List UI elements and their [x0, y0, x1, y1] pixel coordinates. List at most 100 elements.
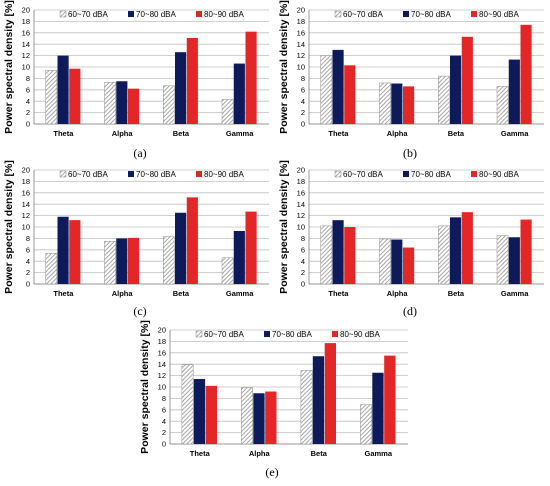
- legend-label: 80~90 dBA: [340, 330, 380, 339]
- y-tick-label: 2: [301, 108, 305, 117]
- category-label: Beta: [448, 289, 465, 298]
- chart-panel-d: 0 2 4 6 8 10 12 14 16 18 20 Power spectral density …: [275, 160, 550, 300]
- legend-swatch: [332, 331, 338, 337]
- y-axis-label: Power spectral density [%]: [139, 320, 151, 454]
- y-tick-label: 18: [297, 17, 305, 26]
- chart-panel-c: 0 2 4 6 8 10 12 14 16 18 20 Power spectral density …: [0, 160, 275, 300]
- bar-gamma-series2: [372, 372, 384, 444]
- legend-swatch: [195, 330, 203, 338]
- bar-theta-series3: [69, 68, 81, 124]
- bar-gamma-series1: [221, 257, 234, 285]
- y-tick-label: 16: [297, 188, 305, 197]
- category-label: Alpha: [387, 129, 409, 138]
- bar-theta-series2: [57, 55, 69, 124]
- category-label: Theta: [53, 129, 74, 138]
- y-tick-label: 6: [301, 245, 305, 254]
- category-label: Alpha: [112, 129, 134, 138]
- y-tick-label: 14: [22, 40, 30, 49]
- legend-swatch: [128, 171, 134, 177]
- bar-beta-series3: [461, 212, 473, 284]
- legend-swatch: [403, 171, 409, 177]
- category-label: Gamma: [501, 129, 529, 138]
- legend-label: 80~90 dBA: [204, 10, 244, 19]
- bar-alpha-series3: [265, 391, 277, 444]
- bar-beta-series3: [324, 343, 336, 444]
- bar-gamma-series3: [245, 31, 257, 124]
- legend-label: 60~70 dBA: [68, 170, 108, 179]
- bar-beta-series2: [450, 55, 462, 124]
- legend-label: 60~70 dBA: [68, 10, 108, 19]
- y-tick-label: 14: [22, 200, 30, 209]
- y-tick-label: 2: [162, 428, 166, 437]
- y-tick-label: 14: [158, 360, 166, 369]
- bar-gamma-series1: [496, 86, 509, 125]
- bar-theta-series2: [332, 220, 344, 284]
- bar-gamma-series2: [233, 63, 245, 124]
- chart-d-svg: 0 2 4 6 8 10 12 14 16 18 20 Power spectral density …: [278, 160, 544, 298]
- legend-swatch: [334, 10, 342, 18]
- bar-alpha-series2: [391, 239, 403, 284]
- y-tick-label: 0: [301, 280, 305, 289]
- bar-beta-series1: [163, 236, 175, 285]
- legend-label: 80~90 dBA: [479, 170, 519, 179]
- y-tick-label: 20: [158, 326, 166, 335]
- bar-beta-series2: [450, 217, 462, 284]
- category-label: Alpha: [112, 289, 134, 298]
- y-tick-label: 0: [26, 280, 30, 289]
- legend-label: 80~90 dBA: [204, 170, 244, 179]
- chart-c-svg: 0 2 4 6 8 10 12 14 16 18 20 Power spectral density …: [3, 160, 269, 298]
- y-tick-label: 14: [297, 40, 305, 49]
- category-label: Theta: [53, 289, 74, 298]
- chart-a-svg: 0 2 4 6 8 10 12 14 16 18 20 Power spectral density …: [3, 0, 269, 138]
- y-tick-label: 0: [162, 440, 166, 449]
- y-axis-label: Power spectral density [%]: [3, 0, 15, 134]
- bar-gamma-series2: [508, 237, 520, 284]
- y-tick-label: 12: [22, 211, 30, 220]
- y-axis-label: Power spectral density [%]: [278, 160, 290, 294]
- bar-theta-series2: [57, 216, 69, 284]
- category-label: Gamma: [226, 129, 254, 138]
- chart-panel-b: 0 2 4 6 8 10 12 14 16 18 20 Power spectral density …: [275, 0, 550, 140]
- bar-theta-series3: [344, 65, 356, 124]
- bar-alpha-series2: [391, 83, 403, 124]
- category-label: Alpha: [387, 289, 409, 298]
- y-tick-label: 12: [297, 211, 305, 220]
- category-label: Theta: [328, 289, 349, 298]
- legend-label: 70~80 dBA: [272, 330, 312, 339]
- bar-theta-series3: [205, 385, 217, 444]
- bar-beta-series2: [312, 356, 325, 444]
- legend-label: 80~90 dBA: [479, 10, 519, 19]
- y-tick-label: 6: [26, 245, 30, 254]
- y-tick-label: 20: [22, 6, 30, 15]
- bar-gamma-series2: [508, 59, 520, 125]
- y-tick-label: 4: [301, 97, 305, 106]
- bar-theta-series1: [320, 225, 333, 285]
- y-tick-label: 16: [158, 348, 166, 357]
- legend-swatch: [196, 11, 202, 17]
- category-label: Beta: [173, 289, 190, 298]
- bar-gamma-series3: [520, 24, 532, 124]
- bar-alpha-series2: [253, 393, 265, 444]
- y-tick-label: 20: [22, 166, 30, 175]
- bar-gamma-series3: [384, 355, 396, 444]
- y-tick-label: 12: [22, 51, 30, 60]
- y-tick-label: 4: [26, 97, 30, 106]
- y-tick-label: 18: [158, 337, 166, 346]
- legend-label: 70~80 dBA: [411, 10, 451, 19]
- bar-alpha-series2: [116, 81, 128, 124]
- category-label: Theta: [328, 129, 349, 138]
- caption-d: (d): [403, 304, 417, 318]
- y-tick-label: 6: [162, 405, 166, 414]
- y-tick-label: 6: [26, 85, 30, 94]
- bar-gamma-series1: [221, 99, 234, 125]
- y-tick-label: 20: [297, 6, 305, 15]
- legend-label: 70~80 dBA: [136, 10, 176, 19]
- y-tick-label: 8: [26, 74, 30, 83]
- y-tick-label: 16: [22, 28, 30, 37]
- legend-swatch: [196, 171, 202, 177]
- category-label: Beta: [311, 449, 328, 458]
- legend-swatch: [59, 170, 67, 178]
- bar-alpha-series3: [403, 247, 415, 284]
- y-tick-label: 0: [301, 120, 305, 129]
- y-tick-label: 10: [22, 223, 30, 232]
